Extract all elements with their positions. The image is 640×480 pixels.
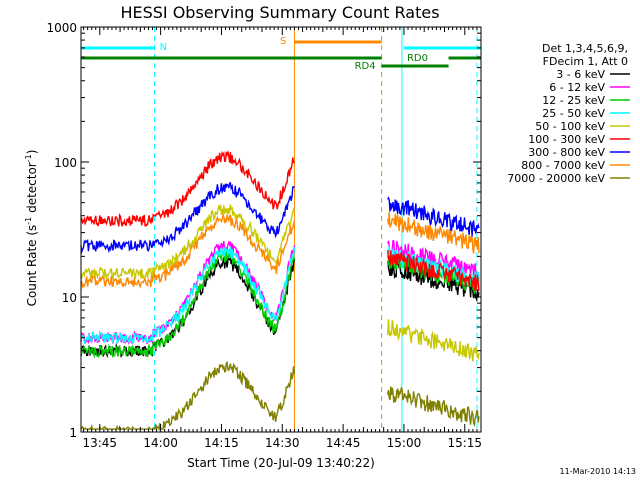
series-800-7000-keV bbox=[80, 211, 480, 290]
x-tick-label: 14:15 bbox=[204, 436, 239, 450]
series-100-300-keV bbox=[80, 149, 480, 292]
series-line bbox=[387, 196, 480, 237]
flag-label: N bbox=[160, 42, 167, 53]
series-layer bbox=[80, 149, 480, 432]
series-line bbox=[387, 211, 480, 254]
flag-label: S bbox=[280, 36, 286, 47]
series-line bbox=[387, 386, 480, 427]
series-line bbox=[80, 212, 296, 290]
series-7000-20000-keV bbox=[80, 360, 480, 432]
x-tick-label: 15:15 bbox=[447, 436, 482, 450]
legend-header-1: Det 1,3,4,5,6,9, bbox=[542, 42, 628, 55]
y-tick-label: 10 bbox=[62, 291, 77, 305]
x-tick-label: 14:00 bbox=[143, 436, 178, 450]
legend-entry-label: 7000 - 20000 keV bbox=[507, 172, 605, 185]
series-line bbox=[80, 360, 296, 432]
series-line bbox=[387, 260, 480, 303]
axes: 1 10 100 1000 13:45 14:00 14:15 14:30 14:45 15:00… bbox=[46, 21, 482, 450]
x-tick-label: 13:45 bbox=[82, 436, 117, 450]
series-6-12-keV bbox=[80, 239, 480, 345]
legend-entry-label: 100 - 300 keV bbox=[528, 133, 605, 146]
legend-entry-label: 25 - 50 keV bbox=[542, 107, 605, 120]
series-line bbox=[80, 149, 295, 227]
y-axis-label: Count Rate (s-1 detector-1) bbox=[24, 150, 39, 307]
legend: Det 1,3,4,5,6,9, FDecim 1, Att 0 3 - 6 k… bbox=[507, 42, 630, 185]
series-line bbox=[387, 250, 480, 292]
series-line bbox=[80, 182, 296, 255]
legend-entry-label: 800 - 7000 keV bbox=[521, 159, 605, 172]
series-line bbox=[80, 245, 296, 345]
timestamp: 11-Mar-2010 14:13 bbox=[560, 467, 637, 476]
flag-label: RD0 bbox=[407, 53, 428, 64]
series-line bbox=[387, 319, 480, 362]
y-tick-label: 1000 bbox=[46, 21, 77, 35]
x-axis-label: Start Time (20-Jul-09 13:40:22) bbox=[187, 456, 375, 470]
legend-entry-label: 12 - 25 keV bbox=[542, 94, 605, 107]
x-tick-label: 14:30 bbox=[265, 436, 300, 450]
y-tick-label: 1 bbox=[69, 426, 77, 440]
flag-label: RD4 bbox=[355, 61, 376, 72]
series-300-800-keV bbox=[80, 182, 480, 255]
legend-entry-label: 50 - 100 keV bbox=[535, 120, 605, 133]
y-tick-label: 100 bbox=[54, 156, 77, 170]
legend-entry-label: 3 - 6 keV bbox=[556, 68, 605, 81]
series-line bbox=[80, 203, 296, 281]
x-tick-label: 14:45 bbox=[326, 436, 361, 450]
plot-frame bbox=[80, 26, 482, 433]
legend-entry-label: 300 - 800 keV bbox=[528, 146, 605, 159]
marker-layer: N S RD0 RD4 bbox=[81, 27, 481, 432]
x-tick-label: 15:00 bbox=[387, 436, 422, 450]
series-line bbox=[80, 250, 296, 359]
chart-title: HESSI Observing Summary Count Rates bbox=[120, 3, 439, 22]
series-50-100-keV bbox=[80, 203, 480, 362]
legend-entry-label: 6 - 12 keV bbox=[549, 81, 605, 94]
legend-header-2: FDecim 1, Att 0 bbox=[543, 55, 628, 68]
